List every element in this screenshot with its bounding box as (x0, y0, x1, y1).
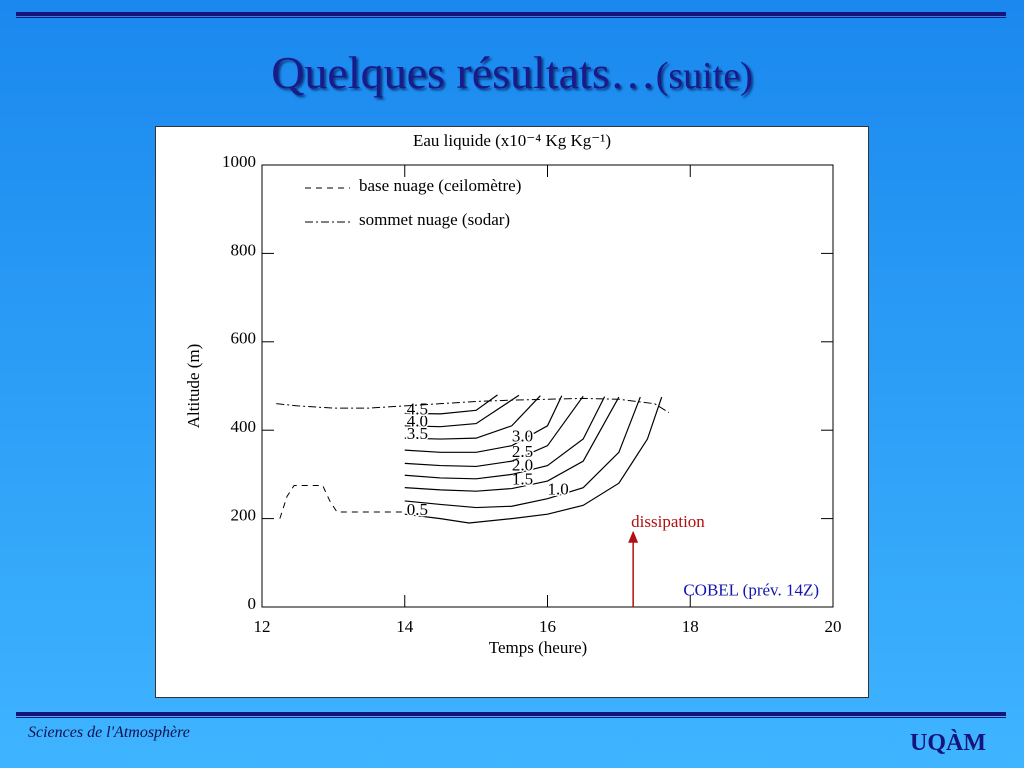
x-tick-label: 14 (396, 617, 414, 636)
contour-line (404, 395, 563, 453)
annotation-text: dissipation (631, 512, 705, 531)
contour-label: 4.0 (407, 412, 428, 431)
contour-line (404, 395, 541, 440)
y-tick-label: 800 (231, 240, 257, 259)
contour-line (404, 395, 584, 468)
legend-label: sommet nuage (sodar) (359, 210, 510, 229)
contour-label: 3.5 (407, 424, 428, 443)
title-suffix: (suite) (655, 55, 753, 97)
model-label: COBEL (prév. 14Z) (683, 580, 819, 599)
x-axis-label: Temps (heure) (489, 638, 587, 657)
contour-label: 2.5 (512, 442, 533, 461)
x-tick-label: 20 (825, 617, 842, 636)
contour-line (404, 394, 520, 428)
y-tick-label: 200 (231, 506, 257, 525)
legend-label: base nuage (ceilomètre) (359, 176, 521, 195)
y-tick-label: 0 (248, 594, 257, 613)
contour-line (404, 396, 641, 509)
contour-line (404, 396, 620, 492)
footer-left: Sciences de l'Atmosphère (28, 724, 190, 741)
contour-label: 0.5 (407, 500, 428, 519)
x-tick-label: 16 (539, 617, 556, 636)
series-line (276, 397, 670, 413)
top-rule (16, 12, 1006, 18)
x-tick-label: 18 (682, 617, 699, 636)
contour-line (404, 396, 663, 524)
contour-label: 3.0 (512, 427, 533, 446)
title-main: Quelques résultats… (271, 47, 656, 98)
chart-background (155, 126, 869, 698)
footer-right: UQÀM (910, 730, 986, 756)
slide-title: Quelques résultats…(suite) (0, 46, 1024, 99)
series-line (279, 484, 405, 519)
chart-title: Eau liquide (x10⁻⁴ Kg Kg⁻¹) (413, 131, 611, 150)
contour-line (404, 396, 606, 480)
contour-label: 1.0 (548, 480, 569, 499)
contour-label: 4.5 (407, 399, 428, 418)
contour-line (404, 394, 498, 415)
chart: Eau liquide (x10⁻⁴ Kg Kg⁻¹) Temps (heure… (155, 126, 869, 698)
y-tick-label: 400 (231, 417, 257, 436)
bottom-rule (16, 712, 1006, 718)
x-tick-label: 12 (254, 617, 271, 636)
y-tick-label: 1000 (222, 152, 256, 171)
y-axis-label: Altitude (m) (184, 344, 203, 429)
y-tick-label: 600 (231, 329, 257, 348)
annotation-arrowhead (628, 530, 639, 543)
